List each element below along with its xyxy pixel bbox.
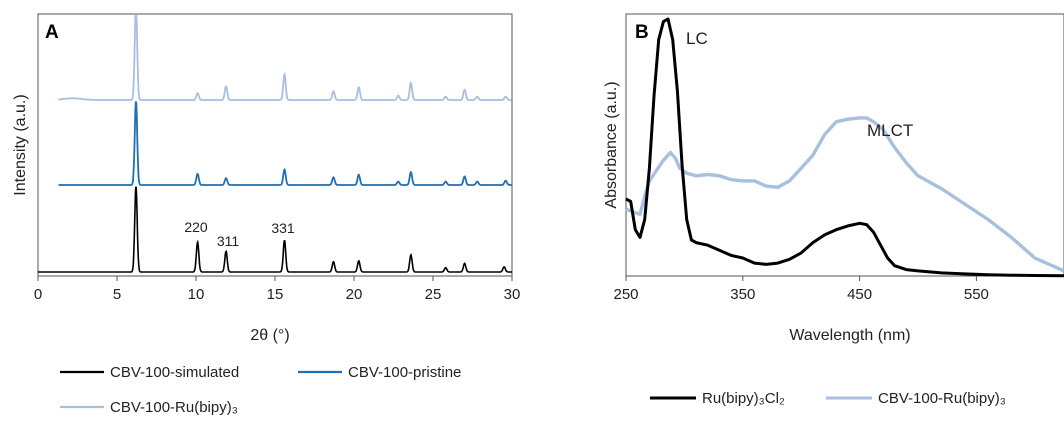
panel-a-legend: CBV-100-simulated CBV-100-pristine CBV-100… [60,364,461,416]
panel-b-label: B [635,22,649,43]
x-tick-label: 25 [425,286,442,303]
panel-a-frame [37,13,513,277]
peak-annotation: 311 [217,233,240,249]
panel-b-frame [625,13,1064,277]
x-tick-label: 0 [34,286,42,303]
x-tick-label: 550 [964,286,989,303]
panel-a-label: A [45,22,59,43]
panel-b-annotations: LC MLCT [686,29,913,140]
x-tick-label: 20 [346,286,363,303]
series-line-ru-bipy-cl- [625,17,1064,278]
panel-a-ylabel: Intensity (a.u.) [12,94,29,195]
panel-a-annotations: 220 311 331 [184,219,295,249]
legend-label: CBV-100-Ru(bipy)₃ [878,390,1006,407]
x-tick-label: 450 [847,286,872,303]
panel-a-xlabel: 2θ (°) [250,327,289,344]
legend-label: CBV-100-pristine [348,364,461,381]
x-tick-label: 350 [730,286,755,303]
panel-b-series [625,17,1064,278]
panel-a: A 0 5 10 15 20 25 30 220 311 331 2θ (°) Intensit… [12,13,521,344]
x-tick-label: 30 [504,286,521,303]
peak-annotation: 220 [184,219,208,235]
x-tick-label: 250 [613,286,638,303]
panel-b-ylabel: Absorbance (a.u.) [603,81,620,208]
panel-a-series [38,14,512,273]
x-tick-label: 15 [267,286,284,303]
panel-b-x-ticks: 250 350 450 550 [613,276,989,303]
x-tick-label: 5 [113,286,121,303]
band-annotation: LC [686,29,708,48]
peak-annotation: 331 [271,220,295,236]
x-tick-label: 10 [188,286,205,303]
series-line-cbv-100-ru-bipy- [58,14,512,101]
panel-a-x-ticks: 0 5 10 15 20 25 30 [34,276,521,303]
legend-label: CBV-100-simulated [110,364,239,381]
band-annotation: MLCT [867,121,913,140]
series-line-cbv-100-pristine [58,101,512,186]
legend-label: CBV-100-Ru(bipy)₃ [110,399,238,416]
panel-b: B 250 350 450 550 LC MLCT Wavelength (nm) Ab… [603,13,1064,344]
series-line-cbv-100-ru-bipy- [625,116,1064,273]
legend-label: Ru(bipy)₃Cl₂ [702,390,785,407]
series-line-cbv-100-simulated [38,186,512,273]
panel-b-legend: Ru(bipy)₃Cl₂ CBV-100-Ru(bipy)₃ [650,390,1006,407]
panel-b-xlabel: Wavelength (nm) [789,327,910,344]
